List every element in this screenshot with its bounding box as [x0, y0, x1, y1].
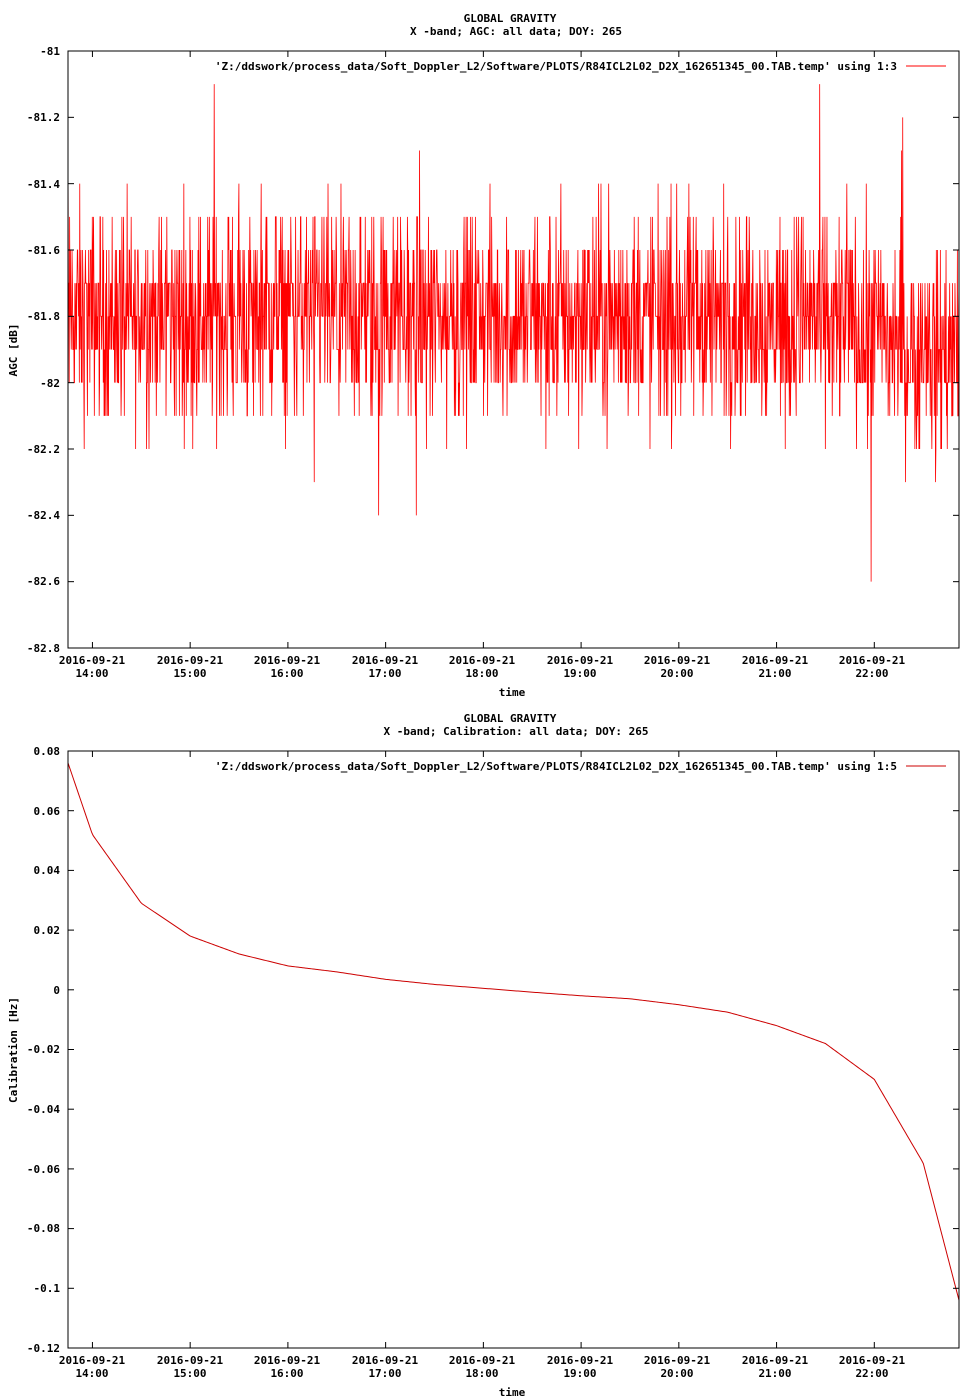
agc-x-tick-time: 15:00: [173, 667, 206, 680]
cal-y-tick-label: -0.06: [27, 1163, 60, 1176]
agc-y-tick-label: -81.8: [27, 310, 60, 323]
cal-x-tick-date: 2016-09-21: [742, 1354, 809, 1367]
calibration-legend: 'Z:/ddswork/process_data/Soft_Doppler_L2…: [215, 760, 946, 773]
cal-x-tick-date: 2016-09-21: [254, 1354, 321, 1367]
calibration-data-line: [67, 762, 960, 1301]
calibration-chart: GLOBAL GRAVITY X -band; Calibration: all…: [7, 712, 960, 1399]
agc-chart: GLOBAL GRAVITY X -band; AGC: all data; D…: [7, 12, 960, 699]
cal-x-tick-date: 2016-09-21: [547, 1354, 614, 1367]
cal-x-tick-time: 19:00: [563, 1367, 596, 1380]
cal-y-tick-label: -0.02: [27, 1043, 60, 1056]
agc-x-tick-date: 2016-09-21: [157, 654, 224, 667]
agc-x-tick-date: 2016-09-21: [839, 654, 906, 667]
cal-x-tick-time: 17:00: [368, 1367, 401, 1380]
agc-x-tick-date: 2016-09-21: [449, 654, 516, 667]
cal-y-tick-label: 0.08: [34, 745, 61, 758]
agc-x-tick-date: 2016-09-21: [254, 654, 321, 667]
calibration-y-axis: 0.08 0.06 0.04 0.02 0 -0.02 -0.04 -0.06 …: [27, 745, 60, 1355]
agc-y-tick-label: -82.4: [27, 509, 60, 522]
agc-y-tick-label: -81.2: [27, 111, 60, 124]
agc-y-tick-label: -82.2: [27, 443, 60, 456]
agc-x-tick-date: 2016-09-21: [352, 654, 419, 667]
agc-plot-area: [67, 50, 960, 649]
agc-x-tick-time: 21:00: [758, 667, 791, 680]
cal-y-tick-label: -0.1: [34, 1282, 61, 1295]
agc-x-tick-time: 16:00: [270, 667, 303, 680]
agc-legend: 'Z:/ddswork/process_data/Soft_Doppler_L2…: [215, 60, 946, 73]
agc-x-axis-label: time: [499, 686, 526, 699]
cal-x-tick-time: 21:00: [758, 1367, 791, 1380]
agc-data-line: [67, 84, 960, 582]
agc-y-tick-label: -82.8: [27, 642, 60, 655]
cal-y-tick-label: 0.06: [34, 805, 61, 818]
agc-x-tick-date: 2016-09-21: [742, 654, 809, 667]
agc-x-tick-time: 19:00: [563, 667, 596, 680]
agc-y-tick-label: -82.6: [27, 575, 60, 588]
agc-x-axis: 2016-09-21 14:00 2016-09-21 15:00 2016-0…: [59, 654, 906, 680]
cal-x-tick-date: 2016-09-21: [157, 1354, 224, 1367]
agc-legend-label: 'Z:/ddswork/process_data/Soft_Doppler_L2…: [215, 60, 897, 73]
agc-y-tick-label: -81.4: [27, 178, 60, 191]
agc-series-line: [67, 84, 960, 582]
cal-x-tick-time: 15:00: [173, 1367, 206, 1380]
agc-x-tick-date: 2016-09-21: [59, 654, 126, 667]
cal-x-tick-time: 14:00: [75, 1367, 108, 1380]
calibration-chart-title: GLOBAL GRAVITY: [464, 712, 557, 725]
cal-series-line: [67, 762, 960, 1301]
agc-x-tick-time: 14:00: [75, 667, 108, 680]
cal-x-tick-time: 22:00: [855, 1367, 888, 1380]
cal-y-tick-label: -0.04: [27, 1103, 60, 1116]
agc-x-tick-date: 2016-09-21: [644, 654, 711, 667]
agc-x-tick-time: 20:00: [660, 667, 693, 680]
agc-y-tick-label: -81.6: [27, 244, 60, 257]
cal-x-tick-date: 2016-09-21: [839, 1354, 906, 1367]
cal-x-tick-time: 16:00: [270, 1367, 303, 1380]
agc-x-tick-time: 17:00: [368, 667, 401, 680]
calibration-x-axis: 2016-09-21 14:00 2016-09-21 15:00 2016-0…: [59, 1354, 906, 1380]
cal-x-tick-date: 2016-09-21: [449, 1354, 516, 1367]
agc-y-tick-label: -82: [40, 377, 60, 390]
cal-y-tick-label: 0.02: [34, 924, 61, 937]
cal-x-tick-time: 18:00: [465, 1367, 498, 1380]
agc-x-tick-time: 22:00: [855, 667, 888, 680]
agc-chart-subtitle: X -band; AGC: all data; DOY: 265: [410, 25, 622, 38]
agc-y-tick-label: -81: [40, 45, 60, 58]
calibration-plot-area: [67, 750, 960, 1349]
agc-y-axis-label: AGC [dB]: [7, 324, 20, 377]
cal-x-tick-date: 2016-09-21: [352, 1354, 419, 1367]
cal-x-tick-date: 2016-09-21: [59, 1354, 126, 1367]
agc-plot-frame: [67, 50, 960, 649]
calibration-x-axis-label: time: [499, 1386, 526, 1399]
calibration-chart-subtitle: X -band; Calibration: all data; DOY: 265: [384, 725, 649, 738]
cal-x-tick-time: 20:00: [660, 1367, 693, 1380]
agc-y-axis: -81 -81.2 -81.4 -81.6 -81.8 -82 -82.2 -8…: [27, 45, 60, 655]
cal-y-tick-label: 0.04: [34, 864, 61, 877]
cal-y-tick-label: -0.08: [27, 1222, 60, 1235]
cal-y-tick-label: 0: [53, 984, 60, 997]
calibration-legend-label: 'Z:/ddswork/process_data/Soft_Doppler_L2…: [215, 760, 897, 773]
calibration-y-axis-label: Calibration [Hz]: [7, 997, 20, 1103]
cal-y-tick-label: -0.12: [27, 1342, 60, 1355]
calibration-plot-frame: [67, 750, 960, 1349]
agc-x-tick-date: 2016-09-21: [547, 654, 614, 667]
agc-x-tick-time: 18:00: [465, 667, 498, 680]
cal-x-tick-date: 2016-09-21: [644, 1354, 711, 1367]
agc-chart-title: GLOBAL GRAVITY: [464, 12, 557, 25]
